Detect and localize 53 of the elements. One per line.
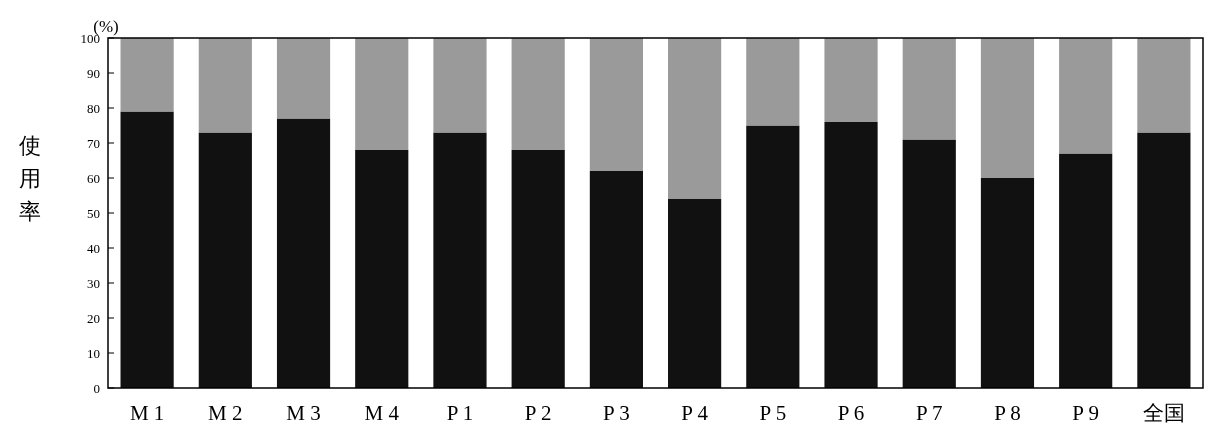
y-tick-label: 20: [87, 310, 100, 326]
y-tick-label: 0: [93, 380, 100, 396]
bar: [824, 122, 878, 388]
bar: [1059, 38, 1113, 154]
x-tick-label: 全国: [1142, 401, 1185, 425]
bar: [433, 38, 487, 133]
y-tick-label: 30: [87, 275, 100, 291]
x-tick-label: P 3: [603, 401, 630, 425]
bar: [1137, 38, 1191, 133]
x-tick-label: M 1: [129, 401, 165, 425]
y-tick-label: 80: [87, 100, 100, 116]
x-tick-label: P 4: [681, 401, 709, 425]
y-tick-label: 10: [87, 345, 100, 361]
bar: [589, 38, 643, 171]
x-tick-label: M 2: [208, 401, 243, 425]
bar: [355, 150, 409, 388]
bar: [511, 38, 565, 150]
x-tick-label: M 4: [364, 401, 400, 425]
y-tick-label: 90: [87, 65, 100, 81]
y-tick-label: 50: [87, 205, 100, 221]
bar: [198, 38, 252, 133]
bar: [746, 38, 800, 126]
bar: [902, 38, 956, 140]
x-tick-label: P 6: [837, 401, 865, 425]
x-tick-label: P 9: [1072, 401, 1100, 425]
y-axis-title: 使用率: [19, 133, 41, 224]
bar: [980, 38, 1035, 178]
bar: [589, 171, 643, 388]
bar: [746, 125, 800, 388]
bar: [1137, 132, 1191, 388]
bar: [120, 111, 174, 388]
bar: [668, 199, 722, 388]
bar: [276, 38, 331, 119]
y-tick-label: 70: [87, 135, 100, 151]
x-tick-label: P 2: [524, 401, 552, 425]
bar: [980, 178, 1035, 388]
bar: [355, 38, 409, 150]
bar: [511, 150, 565, 388]
x-tick-label: P 1: [446, 401, 474, 425]
bar: [120, 38, 174, 112]
x-tick-label: P 8: [994, 401, 1021, 425]
bar: [1059, 153, 1113, 388]
y-tick-label: 60: [87, 170, 100, 186]
x-tick-label: M 3: [286, 401, 321, 425]
x-tick-label: P 5: [759, 401, 787, 425]
bar: [668, 38, 722, 199]
bar: [824, 38, 878, 122]
bar: [433, 132, 487, 388]
x-tick-label: P 7: [915, 401, 943, 425]
bar: [902, 139, 956, 388]
y-tick-label: 40: [87, 240, 100, 256]
bar: [198, 132, 252, 388]
bar: [276, 118, 331, 388]
